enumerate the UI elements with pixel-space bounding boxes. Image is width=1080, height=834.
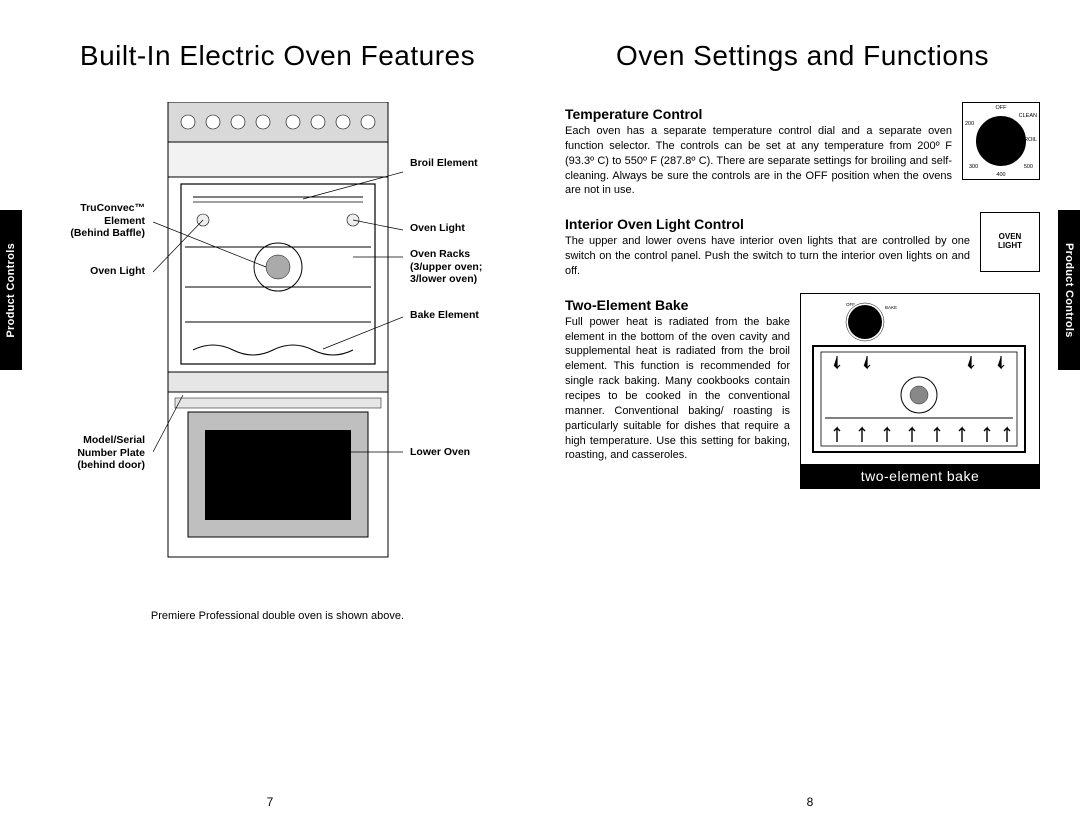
side-tab-left-label: Product Controls (5, 243, 17, 338)
label-lower-oven: Lower Oven (410, 446, 470, 459)
page-left: Product Controls Built-In Electric Oven … (0, 0, 540, 834)
oven-diagram: Broil Element Oven Light Oven Racks (3/u… (40, 102, 515, 602)
page-right: Product Controls Oven Settings and Funct… (540, 0, 1080, 834)
page-number-left: 7 (267, 795, 274, 809)
section-light: OVEN LIGHT Interior Oven Light Control T… (565, 212, 1040, 279)
light-switch-label: OVEN LIGHT (998, 233, 1022, 251)
dial-300: 300 (969, 164, 978, 170)
svg-text:OFF: OFF (846, 302, 855, 307)
section-bake: OFF BAKE (565, 293, 1040, 493)
section-temperature: OFF CLEAN BROIL 500 400 300 200 Temperat… (565, 102, 1040, 198)
svg-text:BAKE: BAKE (885, 305, 897, 310)
side-tab-left: Product Controls (0, 210, 22, 370)
label-truconvec: TruConvec™ Element (Behind Baffle) (40, 202, 145, 240)
text-light: The upper and lower ovens have interior … (565, 234, 1040, 279)
dial-clean: CLEAN (1019, 113, 1037, 119)
dial-off: OFF (996, 105, 1007, 111)
bake-figure-inner: OFF BAKE (801, 294, 1039, 464)
right-page-title: Oven Settings and Functions (565, 40, 1040, 72)
dial-400: 400 (996, 172, 1005, 178)
bake-illustration: OFF BAKE (807, 300, 1031, 458)
bake-figure: OFF BAKE (800, 293, 1040, 489)
dial-broil: BROIL (1020, 137, 1037, 143)
temp-dial-icon (976, 116, 1026, 166)
light-switch-figure: OVEN LIGHT (980, 212, 1040, 272)
label-number-plate: Model/Serial Number Plate (behind door) (40, 434, 145, 472)
bake-figure-caption: two-element bake (801, 464, 1039, 488)
page-number-right: 8 (807, 795, 814, 809)
dial-500: 500 (1024, 164, 1033, 170)
label-bake-element: Bake Element (410, 309, 479, 322)
left-page-title: Built-In Electric Oven Features (40, 40, 515, 72)
side-tab-right-label: Product Controls (1063, 243, 1075, 338)
dial-200: 200 (965, 121, 974, 127)
oven-illustration (153, 102, 403, 572)
label-broil-element: Broil Element (410, 157, 478, 170)
label-oven-light-right: Oven Light (410, 222, 465, 235)
label-oven-racks: Oven Racks (3/upper oven; 3/lower oven) (410, 248, 482, 286)
temp-dial-figure: OFF CLEAN BROIL 500 400 300 200 (962, 102, 1040, 180)
oven-caption: Premiere Professional double oven is sho… (40, 610, 515, 622)
heading-light: Interior Oven Light Control (565, 216, 1040, 232)
label-oven-light-left: Oven Light (40, 265, 145, 278)
side-tab-right: Product Controls (1058, 210, 1080, 370)
